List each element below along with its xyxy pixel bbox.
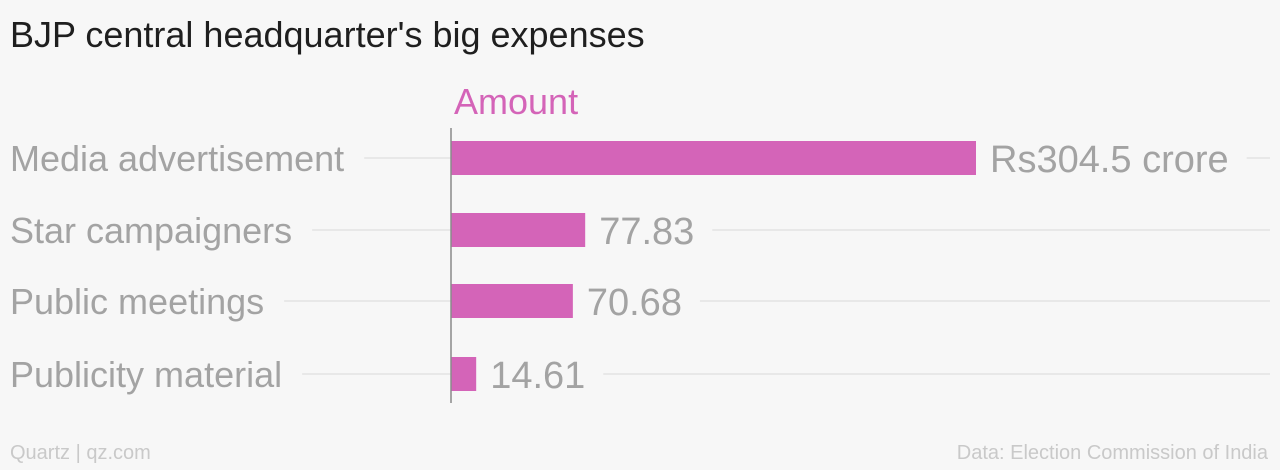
value-label: 70.68 <box>587 282 682 324</box>
value-label: Rs304.5 crore <box>990 139 1229 181</box>
chart-title: BJP central headquarter's big expenses <box>10 14 645 55</box>
category-label: Public meetings <box>10 281 264 322</box>
category-label: Star campaigners <box>10 210 292 251</box>
footer-credit: Quartz | qz.com <box>10 442 151 464</box>
value-label: 14.61 <box>490 355 585 397</box>
bar <box>451 141 976 175</box>
bar-chart: Amount Media advertisement Rs304.5 crore St… <box>10 81 1270 403</box>
category-label: Media advertisement <box>10 138 344 179</box>
category-label: Publicity material <box>10 354 282 395</box>
footer-source: Data: Election Commission of India <box>956 442 1268 464</box>
bar <box>451 213 586 247</box>
bar <box>451 284 573 318</box>
value-label: 77.83 <box>599 211 694 253</box>
bar <box>451 357 477 391</box>
series-label: Amount <box>454 81 578 122</box>
